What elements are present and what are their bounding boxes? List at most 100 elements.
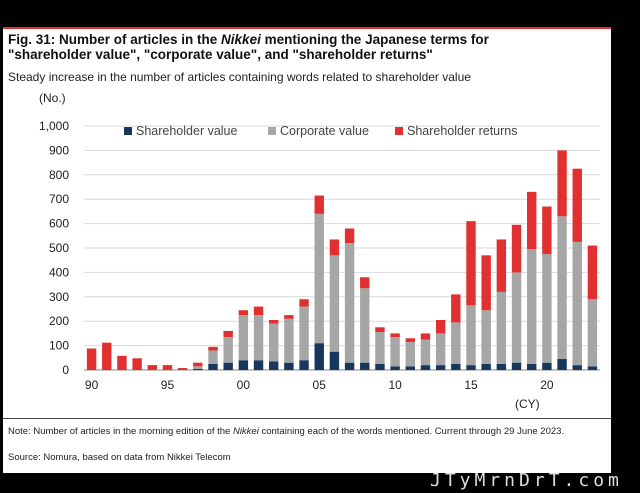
y-tick-labels: 0 100 200 300 400 500 600 700 800 900 1,000 xyxy=(39,119,69,377)
bar-segment xyxy=(223,362,233,370)
figure-panel: Fig. 31: Number of articles in the Nikke… xyxy=(3,27,611,473)
x-tick-label: 20 xyxy=(540,378,554,392)
x-tick-label: 00 xyxy=(237,378,251,392)
legend-swatch xyxy=(268,127,276,135)
bar-segment xyxy=(496,363,507,370)
bar-segment xyxy=(193,362,203,367)
bar-segment xyxy=(375,327,385,333)
bar-segment xyxy=(542,254,552,363)
bar-segment xyxy=(587,245,598,300)
bar-segment xyxy=(344,362,355,370)
bar-segment xyxy=(299,306,309,361)
bar-segment xyxy=(466,365,476,370)
x-tick-label: 95 xyxy=(161,378,175,392)
bar-segment xyxy=(496,239,507,292)
bar-segment xyxy=(557,359,567,370)
bar-segment xyxy=(344,228,355,244)
bar-segment xyxy=(269,319,279,324)
x-tick-label: 15 xyxy=(464,378,478,392)
bar-segment xyxy=(390,337,400,367)
bar-segment xyxy=(253,306,264,316)
bar-segment xyxy=(360,288,370,363)
bar-segment xyxy=(147,365,157,370)
bar-segment xyxy=(587,366,598,370)
bar-segment xyxy=(177,368,188,370)
bars xyxy=(86,150,598,370)
bar-segment xyxy=(269,323,279,362)
bar-segment xyxy=(466,305,476,366)
bar-segment xyxy=(572,168,582,242)
title-italic: Nikkei xyxy=(221,32,261,47)
figure-source: Source: Nomura, based on data from Nikke… xyxy=(8,452,231,463)
y-tick-label: 900 xyxy=(49,143,69,157)
bar-segment xyxy=(162,365,173,370)
bar-segment xyxy=(390,366,400,370)
bar-segment xyxy=(435,319,446,334)
legend-label: Shareholder returns xyxy=(407,124,517,138)
bar-segment xyxy=(193,368,203,370)
title-line2: "shareholder value", "corporate value", … xyxy=(8,47,433,62)
bar-segment xyxy=(375,363,385,370)
x-tick-labels: 90 95 00 05 10 15 20 xyxy=(85,378,554,392)
bar-segment xyxy=(420,333,431,340)
bar-segment xyxy=(117,355,127,370)
note-prefix: Note: Number of articles in the morning … xyxy=(8,426,233,437)
bar-segment xyxy=(223,337,233,363)
note-italic: Nikkei xyxy=(232,426,259,437)
bar-segment xyxy=(511,272,522,363)
bar-segment xyxy=(496,291,507,364)
y-tick-label: 600 xyxy=(49,217,69,231)
x-tick-label: 10 xyxy=(388,378,402,392)
x-tick-label: 90 xyxy=(85,378,99,392)
bar-segment xyxy=(405,341,415,367)
bar-segment xyxy=(360,362,370,370)
figure-title: Fig. 31: Number of articles in the Nikke… xyxy=(8,32,608,62)
y-tick-label: 300 xyxy=(49,290,69,304)
bar-segment xyxy=(390,333,400,338)
bar-segment xyxy=(527,191,537,250)
bar-segment xyxy=(253,360,264,370)
bar-segment xyxy=(329,351,340,370)
bar-segment xyxy=(435,333,446,366)
bar-segment xyxy=(451,363,461,370)
y-tick-label: 800 xyxy=(49,168,69,182)
y-tick-label: 1,000 xyxy=(39,119,69,133)
bar-segment xyxy=(253,315,264,361)
bar-segment xyxy=(451,294,461,323)
y-tick-label: 700 xyxy=(49,192,69,206)
figure-subtitle: Steady increase in the number of article… xyxy=(8,70,471,84)
bar-segment xyxy=(542,362,552,370)
bar-segment xyxy=(314,213,324,344)
title-rule xyxy=(3,27,611,29)
y-tick-label: 200 xyxy=(49,314,69,328)
bar-segment xyxy=(314,195,324,214)
bar-segment xyxy=(572,241,582,366)
bar-segment xyxy=(511,362,522,370)
y-axis-unit: (No.) xyxy=(39,91,66,105)
legend-label: Corporate value xyxy=(280,124,369,138)
bar-segment xyxy=(238,360,249,370)
gridlines xyxy=(84,125,600,371)
bar-segment xyxy=(223,330,233,338)
legend-swatch xyxy=(395,127,403,135)
bar-segment xyxy=(360,277,370,289)
bar-segment xyxy=(557,216,567,360)
bar-segment xyxy=(587,299,598,367)
bar-segment xyxy=(481,255,491,311)
bar-segment xyxy=(451,322,461,364)
y-tick-label: 500 xyxy=(49,241,69,255)
bar-segment xyxy=(527,363,537,370)
y-tick-label: 400 xyxy=(49,265,69,279)
bar-segment xyxy=(132,358,142,370)
title-prefix: Fig. 31: Number of articles in the xyxy=(8,32,222,47)
title-rest: mentioning the Japanese terms for xyxy=(260,32,489,47)
legend-label: Shareholder value xyxy=(136,124,238,138)
legend: Shareholder value Corporate value Sharehol… xyxy=(124,124,517,138)
x-axis-unit: (CY) xyxy=(515,397,540,411)
bar-segment xyxy=(284,362,294,370)
bar-segment xyxy=(344,243,355,363)
bar-segment xyxy=(481,363,491,370)
y-tick-label: 100 xyxy=(49,339,69,353)
bar-segment xyxy=(405,338,415,342)
footer-divider xyxy=(3,418,611,419)
